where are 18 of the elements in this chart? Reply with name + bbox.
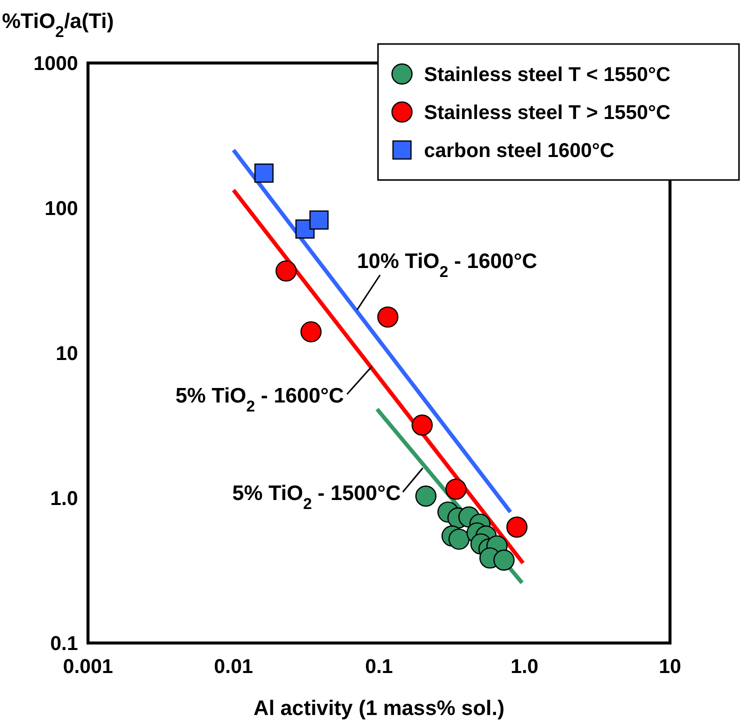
x-axis-title: Al activity (1 mass% sol.) [254, 697, 504, 720]
x-tick-label: 0.1 [365, 656, 393, 678]
annotation: 10% TiO$_{2}$ - 1600°C [357, 250, 538, 280]
y-tick-label: 100 [44, 198, 78, 220]
y-tick-label: 0.1 [50, 633, 78, 655]
y-tick-label: 10 [56, 343, 78, 365]
annotation: 5% TiO$_{2}$ - 1600°C [175, 384, 344, 415]
x-tick-label: 0.001 [62, 656, 114, 678]
y-axis-title: %TiO$_{2}$/a(Ti) [2, 10, 114, 40]
legend-label: carbon steel 1600°C [424, 140, 614, 162]
y-tick-label: 1000 [34, 53, 78, 75]
legend-label: Stainless steel T > 1550°C [424, 102, 670, 124]
annotation: 5% TiO$_{2}$ - 1500°C [232, 482, 401, 513]
x-tick-label: 0.01 [214, 656, 253, 678]
x-tick-label: 10 [658, 656, 682, 678]
y-tick-label: 1.0 [50, 488, 78, 510]
legend-label: Stainless steel T < 1550°C [424, 64, 670, 86]
x-tick-label: 1.0 [510, 656, 538, 678]
